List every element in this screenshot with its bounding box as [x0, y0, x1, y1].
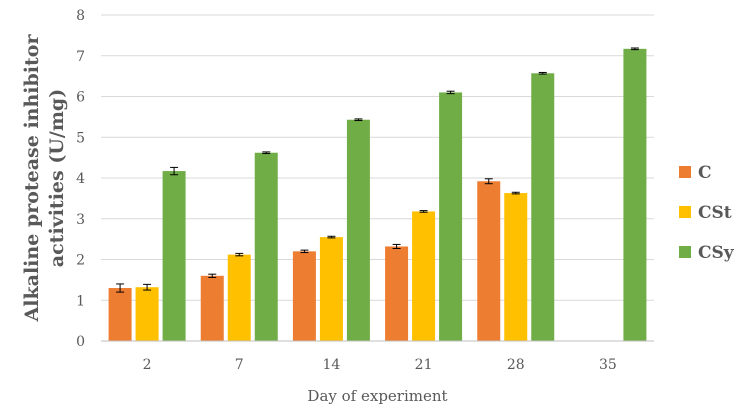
legend-label: CSy — [698, 243, 735, 263]
legend-item-cst: CSt — [679, 203, 732, 223]
y-axis-title-line: activities (U/mg) — [46, 89, 68, 267]
legend: C CSt CSy — [679, 163, 735, 263]
error-bar — [143, 283, 152, 291]
error-bar — [484, 178, 493, 185]
y-tick-label: 1 — [76, 293, 85, 309]
bar-csy-day-35 — [623, 48, 647, 341]
y-axis-title-line: Alkaline protease inhibitor — [21, 34, 43, 323]
x-tick-label: 2 — [143, 357, 152, 373]
error-bar — [511, 191, 520, 195]
error-bar — [208, 273, 217, 278]
legend-swatch — [679, 246, 691, 258]
bar-c-day-7 — [200, 275, 224, 341]
bar-csy-day-21 — [439, 92, 463, 341]
bar-cst-day-28 — [504, 193, 528, 341]
x-tick-label: 35 — [599, 357, 617, 373]
error-bar — [170, 166, 179, 176]
bar-cst-day-14 — [319, 237, 343, 341]
x-tick-label: 7 — [235, 357, 244, 373]
bar-csy-day-28 — [531, 73, 555, 342]
error-bar — [392, 243, 401, 249]
y-tick-label: 5 — [76, 130, 85, 146]
legend-swatch — [679, 166, 691, 178]
bars — [108, 47, 647, 342]
y-tick-label: 3 — [76, 212, 85, 228]
y-tick-label: 7 — [76, 49, 85, 65]
bar-c-day-21 — [385, 246, 409, 341]
y-axis-title: Alkaline protease inhibitor activities (U… — [21, 34, 68, 323]
x-tick-label: 21 — [415, 357, 433, 373]
bar-csy-day-7 — [254, 152, 278, 341]
bar-cst-day-7 — [227, 254, 251, 341]
x-tick-label: 14 — [323, 357, 341, 373]
bar-cst-day-2 — [135, 287, 159, 341]
error-bar — [300, 249, 309, 254]
bar-csy-day-14 — [346, 119, 370, 341]
y-tick-label: 6 — [76, 90, 85, 106]
legend-item-c: C — [679, 163, 712, 183]
bar-c-day-14 — [292, 251, 316, 341]
bar-csy-day-2 — [162, 171, 186, 341]
gridlines — [101, 14, 654, 301]
error-bar — [446, 90, 455, 95]
error-bar — [538, 71, 547, 75]
x-axis-title: Day of experiment — [307, 387, 447, 405]
y-tick-label: 0 — [76, 334, 85, 350]
bar-c-day-2 — [108, 288, 132, 341]
legend-item-csy: CSy — [679, 243, 735, 263]
legend-label: C — [698, 163, 712, 183]
error-bar — [116, 283, 125, 293]
legend-label: CSt — [698, 203, 732, 223]
error-bar — [354, 118, 363, 122]
x-tick-label: 28 — [507, 357, 525, 373]
error-bar — [327, 235, 336, 239]
error-bar — [235, 252, 244, 257]
y-tick-label: 4 — [76, 171, 85, 187]
error-bar — [630, 47, 639, 51]
y-tick-label: 8 — [76, 8, 85, 24]
tick-labels: 0 1 2 3 4 5 6 7 8 2 7 14 21 28 35 — [76, 8, 617, 373]
error-bar — [262, 151, 271, 155]
bar-c-day-28 — [477, 181, 501, 341]
error-bar — [419, 210, 428, 213]
bar-cst-day-21 — [412, 211, 436, 341]
y-tick-label: 2 — [76, 253, 85, 269]
legend-swatch — [679, 206, 691, 218]
